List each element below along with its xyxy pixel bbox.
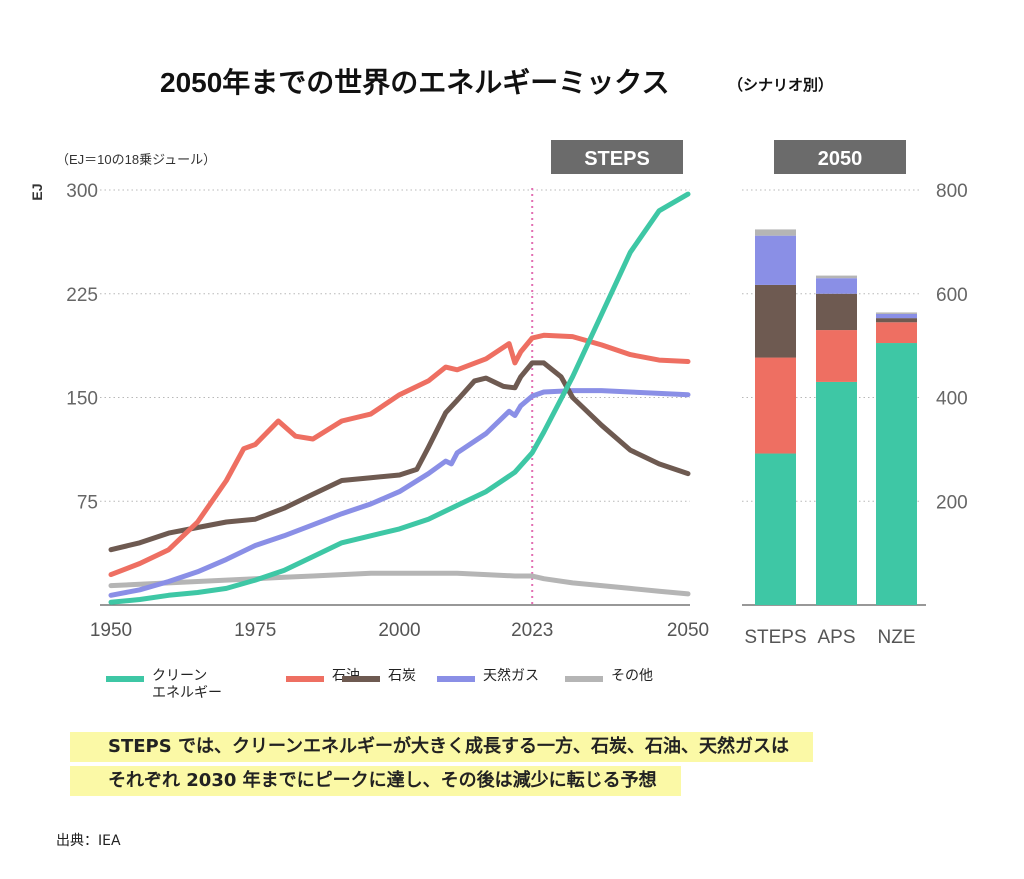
legend-label: クリーン エネルギー [152,668,222,701]
chart-title-sub: （シナリオ別） [728,76,833,94]
line-series-oil [108,332,691,578]
bar-y-tick-label: 200 [936,492,968,513]
bar-segment-nze-other [876,312,917,314]
line-x-tick-label: 2050 [667,620,709,641]
steps-header-label: STEPS [584,148,650,170]
note-line-2: それぞれ 2030 年までにピークに達し、その後は減少に転じる予想 [70,766,954,796]
legend-label: 石炭 [388,668,416,684]
line-y-axis-label: EJ [29,183,45,200]
unit-note: （EJ＝10の18乗ジュール） [56,152,216,167]
bar-segment-aps-clean [816,381,857,605]
legend-swatch [437,676,475,682]
line-y-tick-label: 75 [77,492,98,513]
bar-header-label: 2050 [818,148,863,170]
line-y-tick-label: 300 [66,181,98,202]
bar-segment-aps-coal [816,293,857,331]
bar-segment-steps-coal [755,284,796,358]
chart-axes [100,188,926,606]
legend-swatch [286,676,324,682]
bar-y-tick-label: 400 [936,389,968,410]
bar-y-tick-label: 800 [936,181,968,202]
line-series-group [108,191,691,605]
legend-swatch [106,676,144,682]
bar-segment-aps-oil [816,330,857,382]
bar-header-bg [774,140,906,174]
bar-category-label: STEPS [744,627,806,648]
bar-segment-aps-gas [816,278,857,294]
bar-segment-nze-clean [876,343,917,605]
line-chart-grid [100,189,690,502]
bar-segment-steps-oil [755,357,796,454]
line-x-tick-label: 2023 [511,620,553,641]
note-text-1: STEPS では、クリーンエネルギーが大きく成長する一方、石炭、石油、天然ガスは [70,732,814,762]
bar-segment-steps-other [755,229,796,236]
bar-segment-steps-clean [755,453,796,605]
line-y-tick-label: 225 [66,285,98,306]
legend-item-clean: クリーン エネルギー [106,668,222,702]
legend-swatch [565,676,603,682]
bar-segment-nze-coal [876,318,917,323]
bar-y-tick-label: 600 [936,285,968,306]
bar-segment-nze-oil [876,322,917,344]
steps-header-bg [551,140,683,174]
bar-segment-steps-gas [755,235,796,285]
bar-segment-aps-other [816,275,857,279]
chart-title: 2050年までの世界のエネルギーミックス [160,66,669,98]
legend-item-gas: 天然ガス [437,668,539,685]
line-series-other [108,570,691,597]
chart-labels: STEPS 2050 75 150 225 300 EJ 1950 1975 2000 2023 20… [29,140,968,648]
bar-segment-nze-gas [876,313,917,319]
source-label: 出典：IEA [56,833,121,849]
legend-label: その他 [611,668,653,684]
bar-category-label: APS [817,627,855,648]
line-y-tick-label: 150 [66,389,98,410]
note-line-1: STEPS では、クリーンエネルギーが大きく成長する一方、石炭、石油、天然ガスは [70,732,954,762]
note-text-2: それぞれ 2030 年までにピークに達し、その後は減少に転じる予想 [70,766,681,796]
line-series-clean [108,191,691,605]
line-x-tick-label: 2000 [378,620,420,641]
bar-stack-group [755,229,917,605]
line-series-gas [108,388,691,598]
line-x-tick-label: 1975 [234,620,276,641]
legend-label: 天然ガス [483,668,539,684]
chart-legend: クリーン エネルギー石油石炭天然ガスその他 [106,668,706,708]
legend-swatch [342,676,380,682]
legend-item-other: その他 [565,668,653,685]
line-x-tick-label: 1950 [90,620,132,641]
legend-item-coal: 石炭 [342,668,416,685]
bar-category-label: NZE [878,627,916,648]
